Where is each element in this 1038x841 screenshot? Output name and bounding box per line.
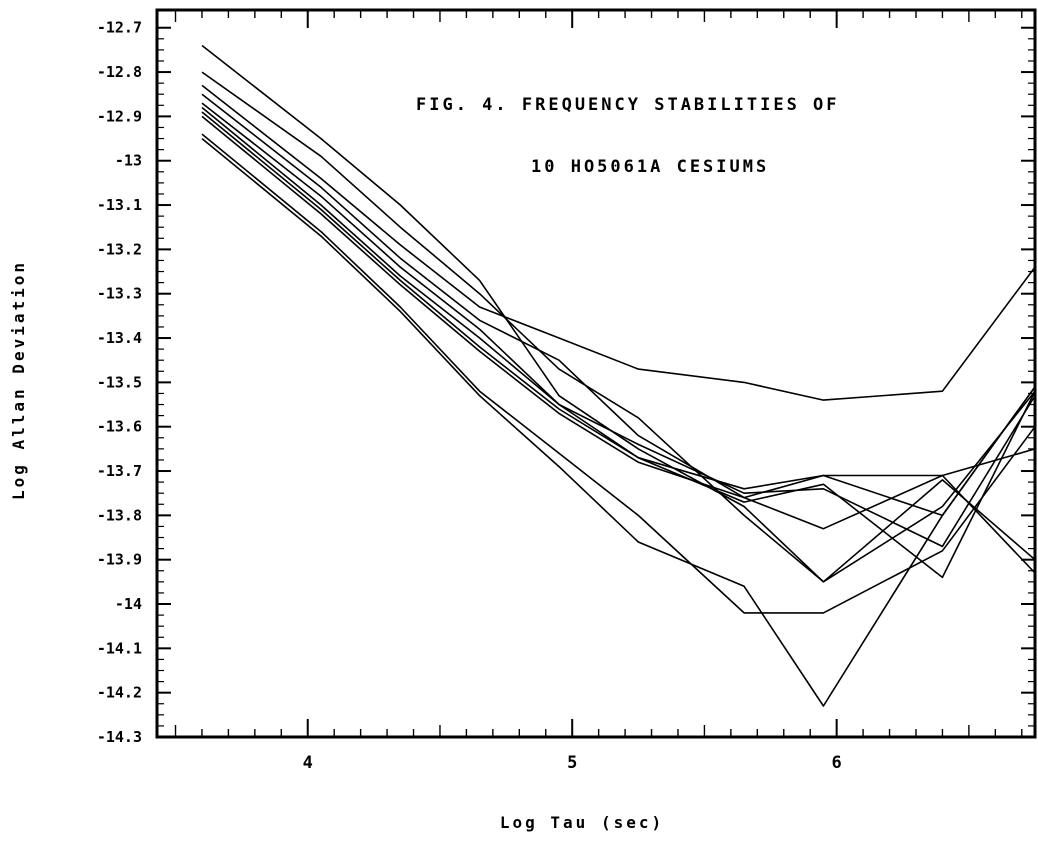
y-tick-label: -14 bbox=[115, 595, 142, 613]
y-tick-label: -12.7 bbox=[97, 19, 142, 37]
series-line-8 bbox=[201, 115, 1036, 517]
series-line-9 bbox=[201, 133, 1036, 614]
x-tick-label: 5 bbox=[567, 753, 577, 773]
y-tick-label: -13.8 bbox=[97, 506, 142, 524]
y-axis-title: Log Allan Deviation bbox=[9, 260, 28, 500]
x-tick-labels: 4 5 6 bbox=[303, 753, 842, 773]
y-tick-label: -13.3 bbox=[97, 285, 142, 303]
x-tick-label: 4 bbox=[303, 753, 313, 773]
series-line-1 bbox=[201, 44, 1036, 583]
y-tick-label: -13.4 bbox=[97, 329, 142, 347]
y-tick-label: -14.2 bbox=[97, 684, 142, 702]
series-line-5 bbox=[201, 102, 1036, 548]
y-tick-label: -14.1 bbox=[97, 639, 142, 657]
series-line-7 bbox=[201, 111, 1036, 579]
plot-frame bbox=[155, 8, 1037, 739]
figure-subtitle: 10 HO5061A CESIUMS bbox=[531, 157, 769, 177]
y-tick-label: -13.6 bbox=[97, 418, 142, 436]
y-tick-label: -12.8 bbox=[97, 63, 142, 81]
series-line-3 bbox=[201, 84, 1036, 401]
series-line-6 bbox=[201, 106, 1036, 574]
x-axis-title: Log Tau (sec) bbox=[500, 813, 664, 832]
y-tick-label: -13.5 bbox=[97, 373, 142, 391]
x-tick-label: 6 bbox=[832, 753, 842, 773]
series-line-2 bbox=[201, 71, 1036, 583]
y-tick-label: -13.9 bbox=[97, 551, 142, 569]
series-line-10 bbox=[201, 137, 1036, 707]
y-tick-label: -14.3 bbox=[97, 728, 142, 746]
y-tick-label: -12.9 bbox=[97, 107, 142, 125]
series-line-4 bbox=[201, 93, 1036, 530]
y-tick-labels: -12.7 -12.8 -12.9 -13 -13.1 -13.2 -13.3 -13.4 -1… bbox=[97, 19, 142, 746]
y-tick-label: -13.1 bbox=[97, 196, 142, 214]
y-tick-label: -13.2 bbox=[97, 240, 142, 258]
series-lines bbox=[201, 44, 1036, 707]
figure-title: FIG. 4. FREQUENCY STABILITIES OF bbox=[416, 95, 840, 115]
y-tick-label: -13.7 bbox=[97, 462, 142, 480]
tick-marks bbox=[157, 10, 1035, 738]
y-tick-label: -13 bbox=[115, 152, 142, 170]
